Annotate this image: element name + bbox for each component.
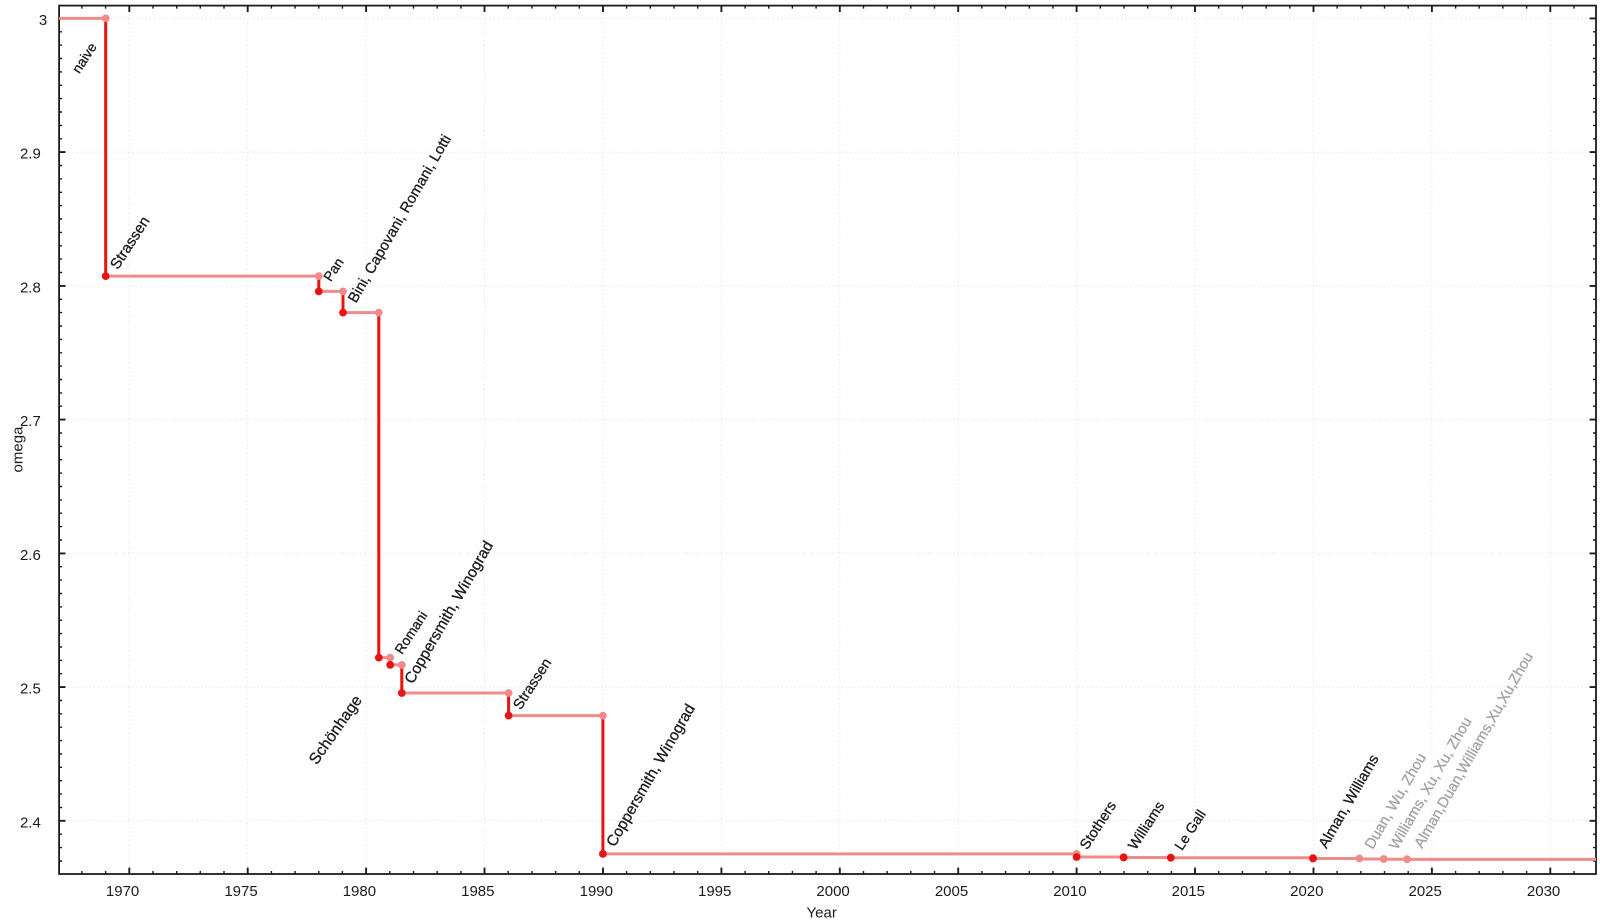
svg-text:1990: 1990 bbox=[580, 883, 613, 900]
svg-text:1995: 1995 bbox=[698, 883, 731, 900]
svg-text:2000: 2000 bbox=[816, 883, 849, 900]
svg-text:2015: 2015 bbox=[1172, 883, 1205, 900]
svg-text:1975: 1975 bbox=[224, 883, 257, 900]
svg-text:2.4: 2.4 bbox=[20, 814, 41, 831]
svg-text:Year: Year bbox=[807, 905, 837, 920]
svg-text:omega: omega bbox=[9, 426, 26, 473]
svg-text:2025: 2025 bbox=[1409, 883, 1442, 900]
svg-text:2.6: 2.6 bbox=[20, 547, 41, 564]
svg-text:2030: 2030 bbox=[1527, 883, 1560, 900]
svg-text:1985: 1985 bbox=[461, 883, 494, 900]
svg-text:2010: 2010 bbox=[1053, 883, 1086, 900]
svg-text:2.7: 2.7 bbox=[20, 413, 41, 430]
svg-text:1980: 1980 bbox=[343, 883, 376, 900]
svg-text:2.9: 2.9 bbox=[20, 146, 41, 163]
svg-text:2.8: 2.8 bbox=[20, 280, 41, 297]
svg-text:2.5: 2.5 bbox=[20, 681, 41, 698]
svg-text:2020: 2020 bbox=[1290, 883, 1323, 900]
svg-text:1970: 1970 bbox=[106, 883, 139, 900]
svg-text:3: 3 bbox=[39, 12, 47, 29]
svg-text:2005: 2005 bbox=[935, 883, 968, 900]
